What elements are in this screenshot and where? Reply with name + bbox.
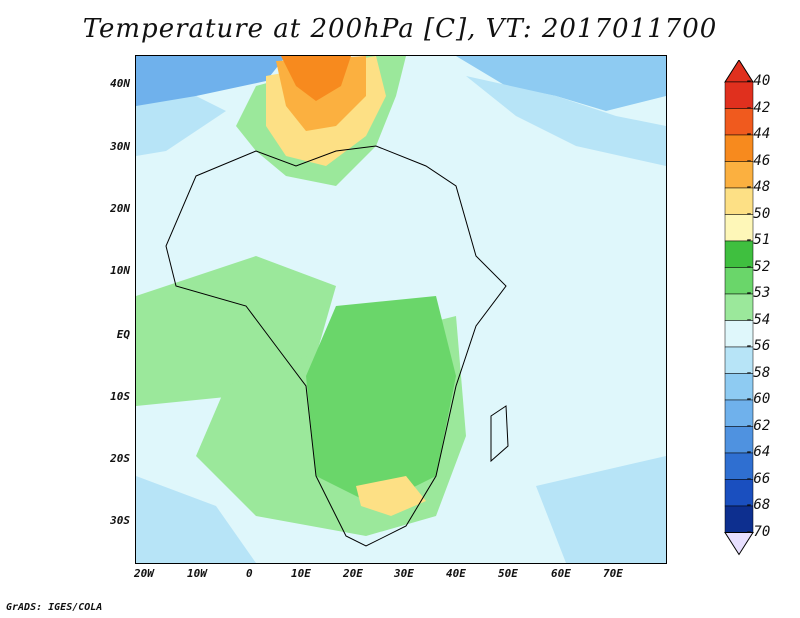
colorbar-bottom-arrow [724, 532, 754, 556]
colorbar-swatch [724, 134, 754, 162]
colorbar-label: -66 [745, 470, 771, 487]
temperature-map [135, 55, 667, 564]
colorbar-swatch [724, 81, 754, 109]
colorbar-label: -58 [745, 364, 771, 381]
colorbar-label: -44 [745, 126, 771, 142]
lon-label: 20E [343, 567, 363, 580]
lat-label: 30N [110, 140, 130, 153]
lat-label: 10N [110, 264, 130, 277]
colorbar-label: -54 [745, 311, 771, 328]
colorbar-label: -48 [745, 179, 771, 195]
colorbar-label: -51 [745, 232, 771, 248]
colorbar-label: -70 [745, 523, 771, 540]
map-canvas [136, 56, 666, 563]
colorbar-label: -52 [745, 258, 771, 275]
lon-label: 10E [291, 567, 311, 580]
colorbar-swatch [724, 399, 754, 427]
lon-label: 20W [134, 567, 154, 580]
lat-label: EQ [116, 328, 130, 341]
map-title: Temperature at 200hPa [C], VT: 201701170… [82, 14, 718, 44]
footer-credit: GrADS: IGES/COLA [6, 602, 103, 613]
colorbar-label: -60 [745, 391, 771, 407]
lat-label: 40N [110, 77, 130, 90]
colorbar-swatch [724, 320, 754, 348]
colorbar-label: -40 [745, 73, 771, 89]
colorbar-label: -62 [745, 417, 771, 434]
colorbar-swatch [724, 426, 754, 454]
colorbar-swatch [724, 161, 754, 189]
colorbar-label: -53 [745, 285, 771, 301]
lon-label: 40E [446, 567, 466, 580]
lon-label: 60E [551, 567, 571, 580]
lon-label: 30E [394, 567, 414, 580]
green-central [306, 296, 456, 506]
colorbar-swatch [724, 108, 754, 136]
madagascar-coastline [490, 405, 509, 463]
colorbar-label: -56 [745, 338, 771, 354]
cold-region-southeast [536, 456, 666, 563]
colorbar [724, 60, 754, 556]
colorbar-label: -64 [745, 444, 771, 460]
colorbar-swatch [724, 479, 754, 507]
colorbar-label: -46 [745, 152, 771, 169]
lat-label: 10S [110, 390, 130, 403]
colorbar-swatch [724, 240, 754, 268]
cold-region-east-light [466, 76, 666, 166]
colorbar-swatch [724, 187, 754, 215]
colorbar-label: -50 [745, 205, 771, 222]
lat-label: 30S [110, 514, 130, 527]
warm-plume-core [281, 56, 351, 101]
colorbar-label: -42 [745, 99, 771, 116]
lon-label: 10W [187, 567, 207, 580]
colorbar-swatch [724, 452, 754, 480]
colorbar-swatch [724, 267, 754, 295]
colorbar-swatch [724, 293, 754, 321]
lon-label: 0 [246, 567, 253, 580]
colorbar-swatch [724, 346, 754, 374]
colorbar-label: -68 [745, 497, 771, 513]
africa-coastline [165, 145, 507, 547]
colorbar-swatch [724, 373, 754, 401]
lon-label: 50E [498, 567, 518, 580]
colorbar-swatch [724, 505, 754, 533]
lat-label: 20N [110, 202, 130, 215]
lat-label: 20S [110, 452, 130, 465]
warm-southern-patch [356, 476, 426, 516]
cold-region-northeast [456, 56, 666, 111]
cold-region-northwest-light [136, 96, 226, 156]
lon-label: 70E [603, 567, 623, 580]
cold-region-southwest [136, 476, 256, 563]
